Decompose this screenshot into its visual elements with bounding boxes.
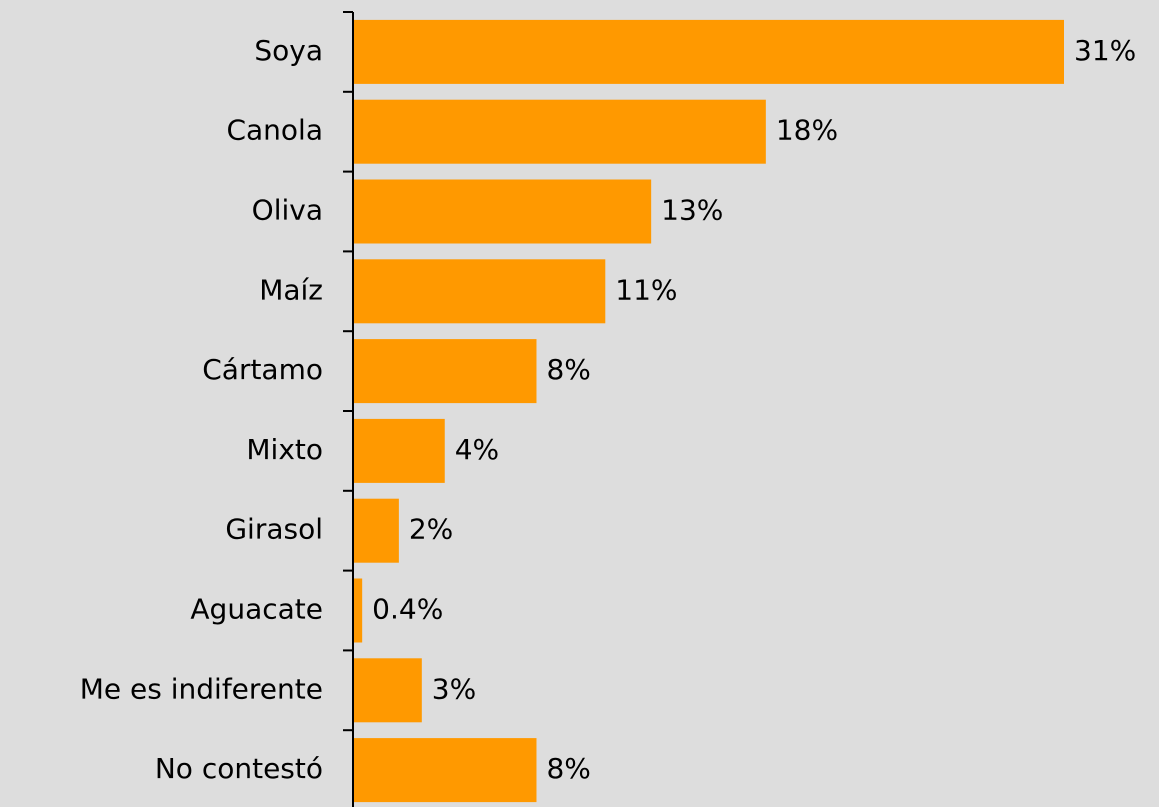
bar xyxy=(353,738,537,803)
y-tick-label: No contestó xyxy=(155,752,323,785)
data-label: 8% xyxy=(546,752,590,785)
y-tick-label: Soya xyxy=(254,34,323,67)
bar xyxy=(353,418,445,483)
y-tick-label: Cártamo xyxy=(202,353,323,386)
bar xyxy=(353,339,537,404)
y-tick-label: Me es indiferente xyxy=(80,672,323,705)
y-tick-label: Canola xyxy=(226,114,323,147)
data-label: 18% xyxy=(776,114,838,147)
y-tick-label: Mixto xyxy=(246,433,323,466)
data-label: 31% xyxy=(1074,34,1136,67)
y-tick-label: Maíz xyxy=(259,273,323,306)
y-tick-label: Aguacate xyxy=(190,593,323,626)
bar xyxy=(353,19,1064,84)
bar xyxy=(353,259,606,324)
bar xyxy=(353,99,766,164)
bar xyxy=(353,498,399,563)
data-label: 11% xyxy=(615,273,677,306)
bar xyxy=(353,658,422,723)
data-label: 13% xyxy=(661,194,723,227)
data-label: 4% xyxy=(455,433,499,466)
y-tick-label: Oliva xyxy=(252,194,323,227)
bar xyxy=(353,179,652,244)
bar xyxy=(353,578,363,643)
data-label: 8% xyxy=(546,353,590,386)
data-label: 0.4% xyxy=(372,593,443,626)
y-tick-label: Girasol xyxy=(225,513,323,546)
data-label: 3% xyxy=(432,672,476,705)
data-label: 2% xyxy=(409,513,453,546)
